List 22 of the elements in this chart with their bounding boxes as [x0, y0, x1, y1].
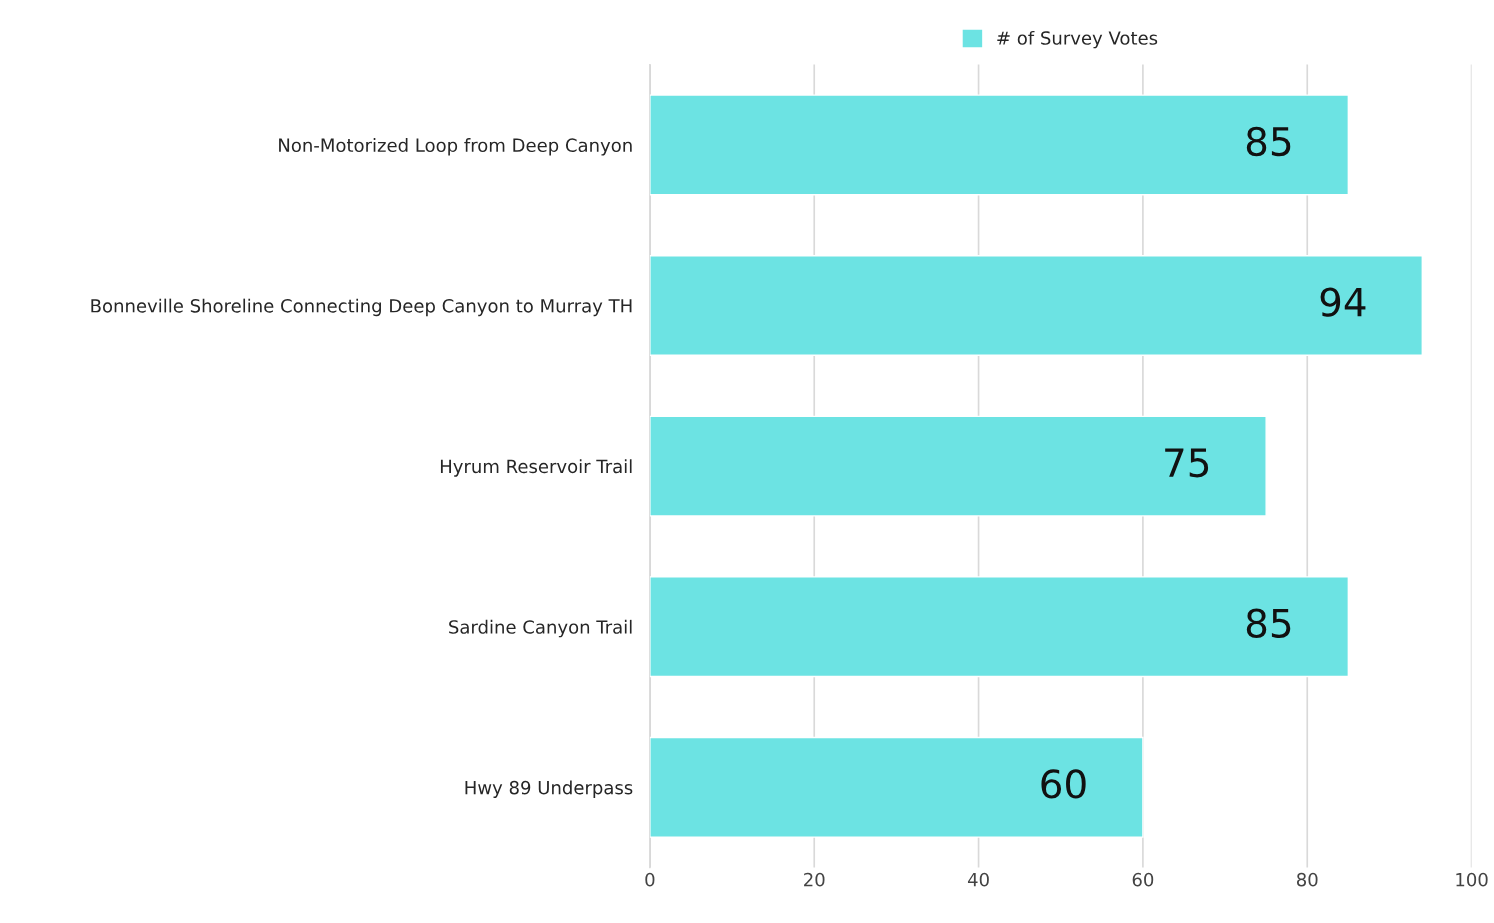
data-label: 85 [1246, 126, 1291, 157]
data-label: 85 [1246, 608, 1291, 638]
bar [649, 576, 1350, 678]
data-label: 60 [1041, 769, 1086, 799]
x-tick-label: 60 [1132, 872, 1154, 887]
data-label: 94 [1320, 287, 1366, 317]
y-tick-label: Hyrum Reservoir Trail [440, 459, 632, 477]
y-tick-label: Non-Motorized Loop from Deep Canyon [279, 138, 632, 156]
legend-label: # of Survey Votes [997, 30, 1158, 49]
y-tick-label: Sardine Canyon Trail [449, 619, 632, 638]
bar [649, 736, 1144, 838]
data-label: 75 [1165, 448, 1209, 478]
x-tick-label: 40 [967, 872, 989, 887]
bar [649, 415, 1267, 517]
x-tick-label: 20 [804, 872, 825, 887]
x-tick-label: 100 [1456, 872, 1488, 887]
bar [649, 255, 1423, 356]
bar [649, 94, 1350, 196]
y-tick-label: Bonneville Shoreline Connecting Deep Canyon to Murray TH [91, 298, 632, 317]
x-tick-label: 80 [1296, 872, 1318, 887]
y-tick-label: Hwy 89 Underpass [465, 780, 633, 798]
x-tick-label: 0 [645, 872, 655, 887]
